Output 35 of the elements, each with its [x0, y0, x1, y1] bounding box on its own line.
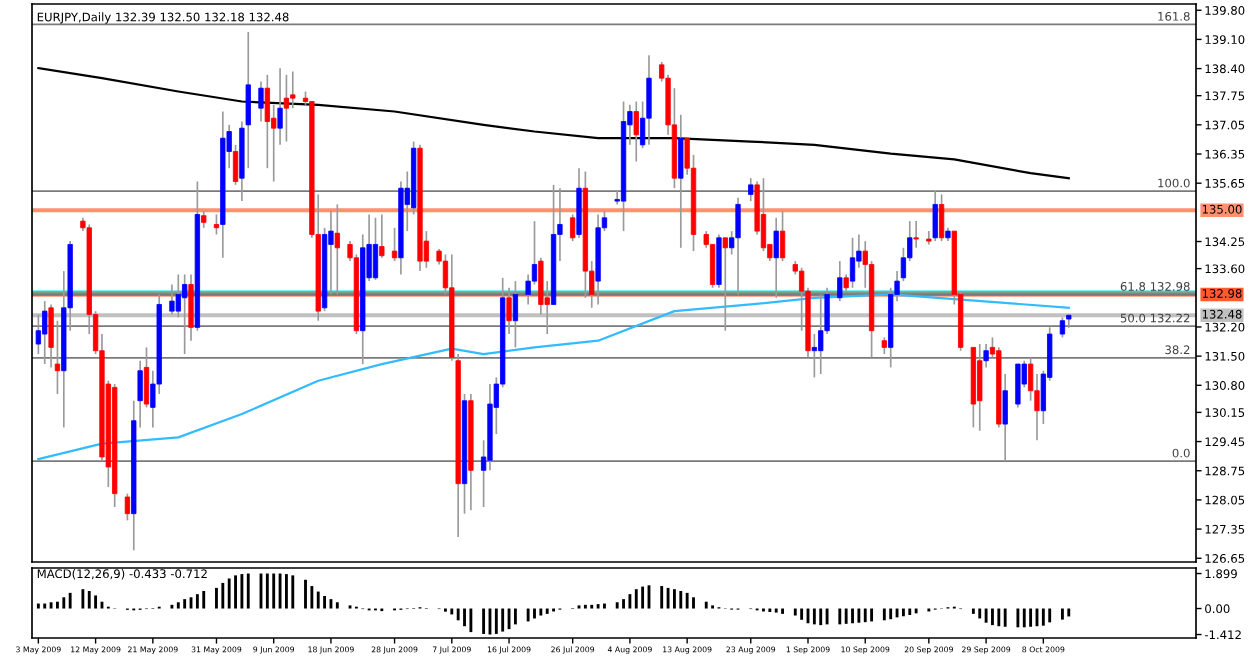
line-series [37, 67, 1070, 180]
candlestick [722, 236, 728, 332]
candlestick [334, 203, 340, 296]
candlestick [678, 114, 684, 249]
candlestick [283, 74, 290, 143]
candlestick [1002, 373, 1008, 462]
candlestick [773, 216, 779, 299]
candlestick [913, 220, 919, 249]
candlestick [818, 293, 824, 375]
candlestick [124, 492, 131, 522]
candlestick [938, 193, 945, 242]
candlestick [169, 283, 175, 316]
candlestick [379, 213, 385, 259]
candlestick [735, 196, 741, 296]
candlestick [182, 273, 188, 355]
candlestick [1059, 316, 1066, 339]
candlestick [646, 54, 652, 146]
candlestick [932, 190, 938, 242]
candlestick [1015, 363, 1021, 409]
candlestick [512, 280, 519, 349]
candlestick [576, 167, 582, 239]
candlestick [372, 216, 379, 281]
candlestick [42, 300, 48, 365]
candlestick [506, 286, 512, 335]
candlestick [837, 260, 843, 302]
candlestick [811, 333, 818, 379]
candlestick [258, 80, 264, 123]
candlestick [760, 177, 767, 252]
candlestick [748, 177, 754, 202]
line-series [37, 293, 1070, 461]
candlestick [779, 210, 786, 262]
candlestick [977, 343, 983, 432]
candlestick [633, 100, 639, 163]
candlestick [849, 236, 856, 289]
candlestick [391, 226, 398, 262]
